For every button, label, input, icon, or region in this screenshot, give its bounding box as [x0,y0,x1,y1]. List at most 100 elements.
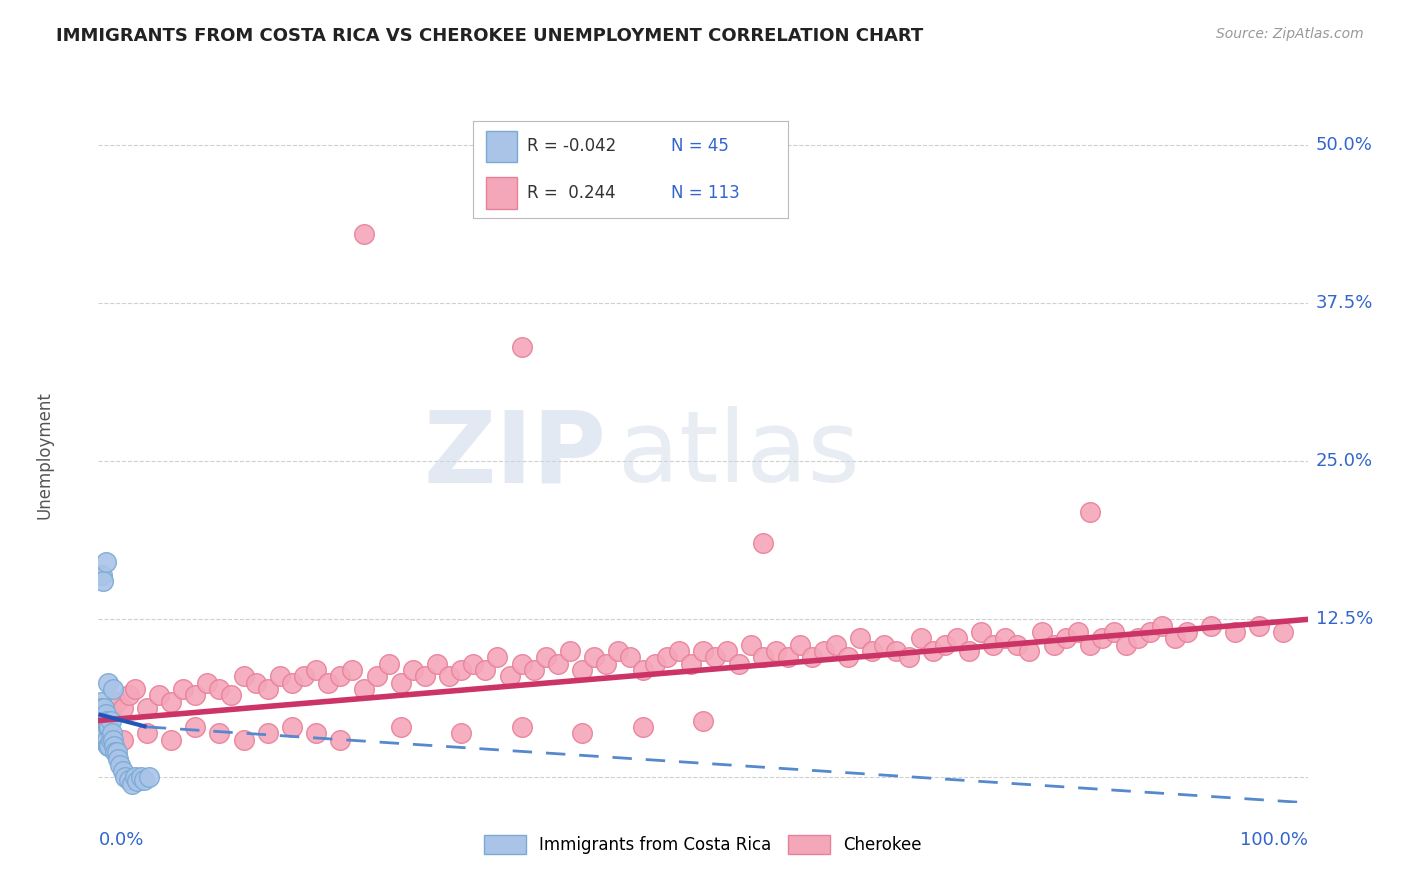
Point [1163,632,1185,646]
Point [94,726,117,740]
Point [292,669,315,683]
Point [389,720,412,734]
Text: 25.0%: 25.0% [1316,452,1374,470]
Point [655,650,678,665]
Text: 37.5%: 37.5% [1316,294,1374,312]
Text: atlas: atlas [619,407,860,503]
Point [91,574,114,589]
Point [118,688,141,702]
Point [450,663,472,677]
Text: ZIP: ZIP [423,407,606,503]
Point [692,644,714,658]
Point [89,701,111,715]
Point [571,726,593,740]
Point [208,681,231,696]
Point [1042,638,1064,652]
Point [486,650,509,665]
Point [1128,632,1150,646]
Point [105,745,128,759]
Point [93,732,115,747]
Point [860,644,883,658]
Point [91,720,114,734]
Point [91,732,114,747]
Point [101,681,124,696]
Point [1078,638,1101,652]
Text: 12.5%: 12.5% [1316,610,1374,628]
Point [873,638,896,652]
Point [800,650,823,665]
Point [426,657,449,671]
Point [353,681,375,696]
Point [101,732,124,747]
Point [377,657,399,671]
Point [134,772,156,787]
Point [91,732,114,747]
Point [1139,625,1161,640]
Point [90,726,112,740]
Point [89,720,111,734]
Point [970,625,993,640]
Point [184,688,207,702]
Point [148,688,170,702]
Point [631,720,654,734]
Point [100,707,122,722]
Point [704,650,727,665]
Point [121,777,143,791]
Point [160,732,183,747]
Point [921,644,943,658]
Point [172,681,194,696]
Point [91,707,114,722]
Point [366,669,388,683]
Point [765,644,787,658]
Point [91,701,114,715]
Point [752,536,775,550]
Point [160,695,183,709]
Point [934,638,956,652]
Point [111,701,134,715]
Point [100,726,122,740]
Point [269,669,291,683]
Point [111,732,134,747]
Point [127,774,149,789]
Point [138,771,160,785]
Text: 50.0%: 50.0% [1316,136,1372,154]
Point [1091,632,1114,646]
Point [886,644,908,658]
Point [281,720,304,734]
Point [910,632,932,646]
Point [583,650,606,665]
Point [523,663,546,677]
Point [232,669,254,683]
Point [135,726,157,740]
Point [1031,625,1053,640]
Point [256,681,278,696]
Point [510,720,533,734]
Point [1223,625,1246,640]
Point [1018,644,1040,658]
Point [98,720,121,734]
Point [94,707,117,722]
Point [316,675,339,690]
Text: IMMIGRANTS FROM COSTA RICA VS CHEROKEE UNEMPLOYMENT CORRELATION CHART: IMMIGRANTS FROM COSTA RICA VS CHEROKEE U… [56,27,924,45]
Point [946,632,969,646]
Point [534,650,557,665]
Point [256,726,278,740]
Point [108,757,131,772]
Point [103,739,125,753]
Point [776,650,799,665]
Point [305,663,328,677]
Point [1152,618,1174,632]
Point [93,720,115,734]
Point [93,701,115,715]
Point [558,644,581,658]
Point [100,714,122,728]
Point [97,675,120,690]
Point [668,644,690,658]
Point [716,644,738,658]
Point [107,751,129,765]
Point [97,739,120,753]
Point [90,695,112,709]
Point [474,663,496,677]
Point [1175,625,1198,640]
Point [631,663,654,677]
